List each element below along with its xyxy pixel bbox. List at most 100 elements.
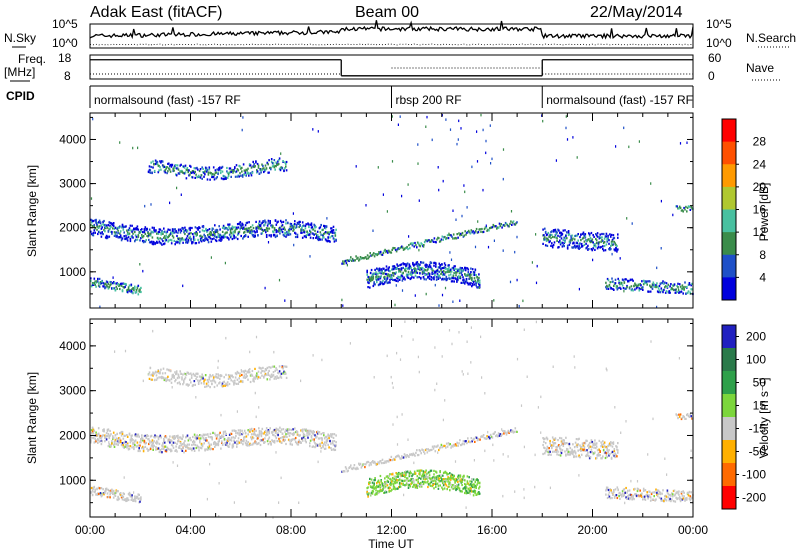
radar-echo — [308, 233, 310, 237]
radar-echo — [209, 436, 212, 439]
radar-echo — [570, 235, 572, 238]
radar-echo — [98, 225, 101, 228]
radar-echo — [368, 483, 370, 486]
radar-echo — [296, 233, 299, 236]
radar-echo — [595, 233, 597, 236]
radar-echo — [265, 373, 268, 376]
radar-echo — [474, 485, 477, 488]
radar-echo — [335, 434, 337, 437]
radar-echo — [473, 277, 476, 280]
radar-echo — [202, 375, 204, 378]
radar-echo — [102, 429, 104, 432]
radar-echo — [287, 222, 289, 225]
radar-echo — [394, 488, 397, 491]
radar-echo — [435, 271, 437, 274]
radar-echo — [466, 491, 469, 494]
radar-echo — [395, 267, 397, 270]
noise-tick-top-right: 10^5 — [706, 17, 732, 31]
radar-echo — [553, 442, 556, 445]
radar-echo — [667, 283, 670, 286]
radar-echo — [195, 234, 198, 237]
radar-echo — [202, 171, 204, 174]
radar-echo — [97, 493, 99, 496]
radar-echo — [142, 448, 145, 451]
radar-echo — [113, 234, 116, 237]
radar-echo — [90, 230, 92, 233]
radar-echo — [262, 366, 264, 369]
radar-echo — [686, 285, 688, 289]
radar-echo — [413, 481, 415, 484]
radar-echo — [467, 437, 469, 440]
radar-echo — [282, 428, 285, 431]
radar-echo — [283, 169, 285, 173]
radar-echo — [183, 238, 185, 241]
radar-echo — [433, 264, 435, 267]
radar-noise-echo — [275, 235, 277, 239]
radar-echo — [114, 232, 117, 235]
radar-echo — [411, 454, 414, 457]
radar-echo — [99, 281, 102, 284]
radar-echo — [187, 447, 190, 450]
radar-echo — [199, 237, 202, 240]
radar-echo — [645, 280, 648, 283]
radar-echo — [220, 238, 222, 241]
radar-echo — [447, 485, 449, 488]
radar-echo — [378, 267, 381, 270]
radar-noise-echo — [514, 250, 516, 254]
radar-echo — [570, 452, 572, 455]
radar-echo — [668, 291, 670, 294]
radar-echo — [426, 240, 429, 243]
radar-echo — [582, 449, 585, 452]
radar-echo — [426, 481, 428, 484]
radar-echo — [415, 485, 418, 488]
radar-echo — [437, 444, 439, 447]
radar-echo — [228, 227, 231, 230]
radar-echo — [168, 438, 170, 441]
radar-echo — [452, 266, 455, 270]
radar-echo — [396, 479, 398, 482]
radar-echo — [199, 441, 201, 444]
radar-echo — [511, 221, 514, 224]
radar-echo — [256, 435, 258, 438]
radar-echo — [137, 497, 140, 500]
radar-echo — [579, 456, 581, 459]
radar-echo — [97, 492, 99, 495]
radar-echo — [240, 224, 242, 228]
radar-echo — [150, 374, 152, 377]
radar-echo — [294, 427, 296, 430]
radar-echo — [206, 439, 208, 442]
radar-echo — [125, 237, 127, 240]
radar-echo — [111, 230, 113, 234]
radar-echo — [250, 232, 253, 235]
radar-echo — [443, 482, 446, 485]
radar-echo — [323, 225, 326, 228]
radar-echo — [174, 441, 176, 444]
radar-echo — [101, 232, 103, 235]
radar-echo — [144, 434, 147, 437]
cpid-segment-label: rbsp 200 RF — [396, 93, 462, 107]
radar-echo — [551, 235, 554, 239]
radar-echo — [107, 445, 110, 448]
radar-echo — [171, 164, 174, 167]
radar-echo — [109, 429, 111, 433]
radar-echo — [147, 373, 150, 376]
radar-echo — [391, 473, 393, 476]
radar-echo — [468, 440, 471, 444]
radar-echo — [124, 445, 126, 448]
radar-echo — [97, 226, 100, 229]
radar-echo — [267, 429, 270, 432]
radar-echo — [158, 169, 160, 172]
radar-echo — [397, 454, 400, 457]
radar-echo — [278, 439, 280, 442]
radar-echo — [177, 437, 179, 440]
radar-echo — [578, 243, 580, 246]
radar-echo — [605, 235, 608, 238]
radar-echo — [226, 384, 229, 387]
radar-echo — [404, 471, 406, 474]
radar-echo — [664, 285, 667, 288]
radar-echo — [585, 242, 587, 245]
radar-echo — [373, 482, 375, 485]
radar-echo — [443, 273, 446, 276]
radar-echo — [379, 252, 381, 255]
radar-echo — [655, 286, 657, 289]
